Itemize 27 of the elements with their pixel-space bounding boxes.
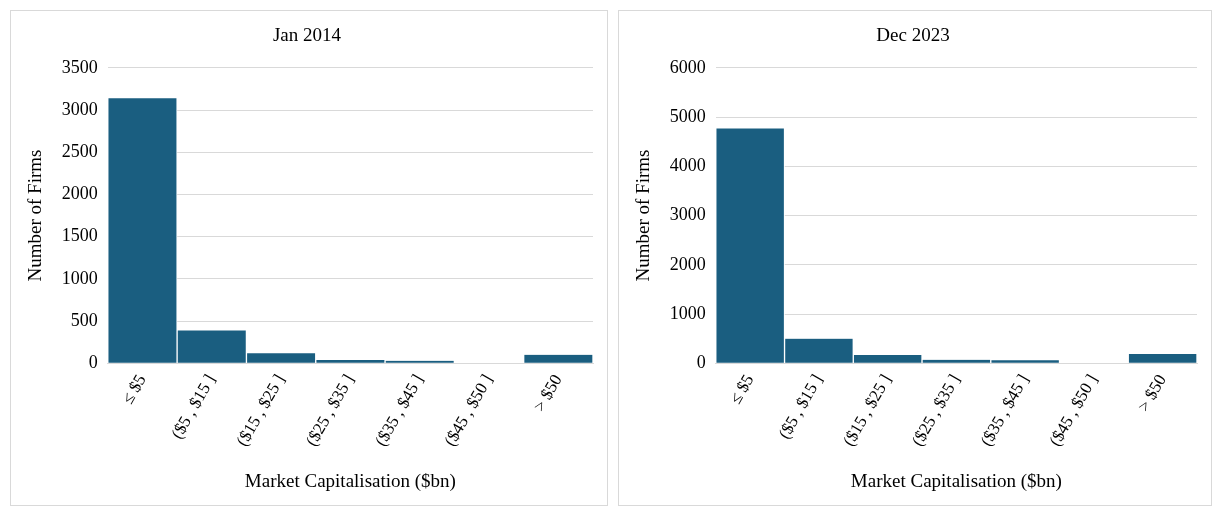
y-axis-title: Number of Firms [632,149,654,282]
x-tick-label: > $50 [1133,371,1170,415]
chart-title: Jan 2014 [272,24,342,46]
y-tick-label: 0 [696,352,706,373]
y-axis-title: Number of Firms [24,149,46,282]
y-tick-label: 1000 [61,267,98,288]
chart-title: Dec 2023 [876,24,950,46]
y-tick-label: 5000 [669,105,706,126]
y-tick-label: 6000 [669,56,706,77]
y-tick-label: 1500 [61,225,98,246]
y-tick-label: 2000 [669,253,706,274]
x-axis-title: Market Capitalisation ($bn) [850,469,1062,492]
x-tick-label: ($5 , $15 ] [167,371,220,442]
y-tick-label: 3500 [61,56,98,77]
x-tick-label: ≤ $5 [118,371,150,408]
y-tick-label: 1000 [669,302,706,323]
y-tick-label: 0 [88,352,98,373]
y-tick-label: 2000 [61,183,98,204]
x-axis-title: Market Capitalisation ($bn) [244,469,456,492]
y-tick-label: 3000 [669,204,706,225]
y-tick-label: 4000 [669,155,706,176]
x-tick-label: > $50 [529,371,566,415]
y-tick-label: 3000 [61,98,98,119]
x-tick-label: ($5 , $15 ] [774,371,827,442]
x-tick-label: ≤ $5 [725,371,758,408]
y-tick-label: 500 [70,309,98,330]
y-tick-label: 2500 [61,140,98,161]
